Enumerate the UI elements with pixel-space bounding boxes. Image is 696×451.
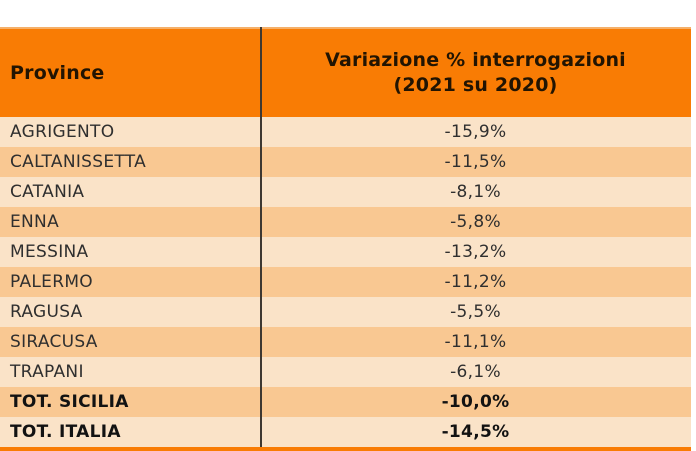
value-cell: -11,1% [444, 332, 507, 352]
value-cell: -15,9% [444, 122, 507, 142]
province-cell: PALERMO [10, 272, 93, 292]
table-row-agrigento: AGRIGENTO -15,9% [0, 117, 691, 147]
value-cell: -5,8% [450, 212, 501, 232]
province-column-header: Province [10, 61, 105, 84]
province-cell: TOT. ITALIA [10, 422, 121, 442]
province-cell: RAGUSA [10, 302, 83, 322]
province-variation-table: Province Variazione % interrogazioni (20… [0, 27, 691, 451]
table-row-catania: CATANIA -8,1% [0, 177, 691, 207]
value-cell: -13,2% [444, 242, 507, 262]
header-cell-province: Province [0, 29, 260, 117]
table-bottom-border [0, 447, 691, 451]
table-row-tot-italia: TOT. ITALIA -14,5% [0, 417, 691, 447]
value-cell: -14,5% [441, 422, 510, 442]
column-divider-line [260, 27, 262, 447]
value-cell: -11,5% [444, 152, 507, 172]
value-cell: -6,1% [450, 362, 501, 382]
table-row-palermo: PALERMO -11,2% [0, 267, 691, 297]
province-cell: TRAPANI [10, 362, 84, 382]
header-cell-variation: Variazione % interrogazioni (2021 su 202… [260, 29, 691, 117]
table-body: AGRIGENTO -15,9% CALTANISSETTA -11,5% CA… [0, 117, 691, 447]
table-row-tot-sicilia: TOT. SICILIA -10,0% [0, 387, 691, 417]
table-row-enna: ENNA -5,8% [0, 207, 691, 237]
province-cell: SIRACUSA [10, 332, 98, 352]
variation-column-header-line2: (2021 su 2020) [393, 74, 558, 96]
province-cell: MESSINA [10, 242, 89, 262]
table-header-row: Province Variazione % interrogazioni (20… [0, 29, 691, 117]
province-cell: CATANIA [10, 182, 85, 202]
value-cell: -11,2% [444, 272, 507, 292]
table-row-messina: MESSINA -13,2% [0, 237, 691, 267]
province-cell: TOT. SICILIA [10, 392, 129, 412]
province-cell: CALTANISSETTA [10, 152, 147, 172]
value-cell: -5,5% [450, 302, 501, 322]
province-cell: ENNA [10, 212, 60, 232]
table-row-caltanissetta: CALTANISSETTA -11,5% [0, 147, 691, 177]
table-row-siracusa: SIRACUSA -11,1% [0, 327, 691, 357]
value-cell: -10,0% [441, 392, 510, 412]
table-row-ragusa: RAGUSA -5,5% [0, 297, 691, 327]
province-cell: AGRIGENTO [10, 122, 115, 142]
table-row-trapani: TRAPANI -6,1% [0, 357, 691, 387]
value-cell: -8,1% [450, 182, 501, 202]
variation-column-header-line1: Variazione % interrogazioni [325, 49, 626, 71]
